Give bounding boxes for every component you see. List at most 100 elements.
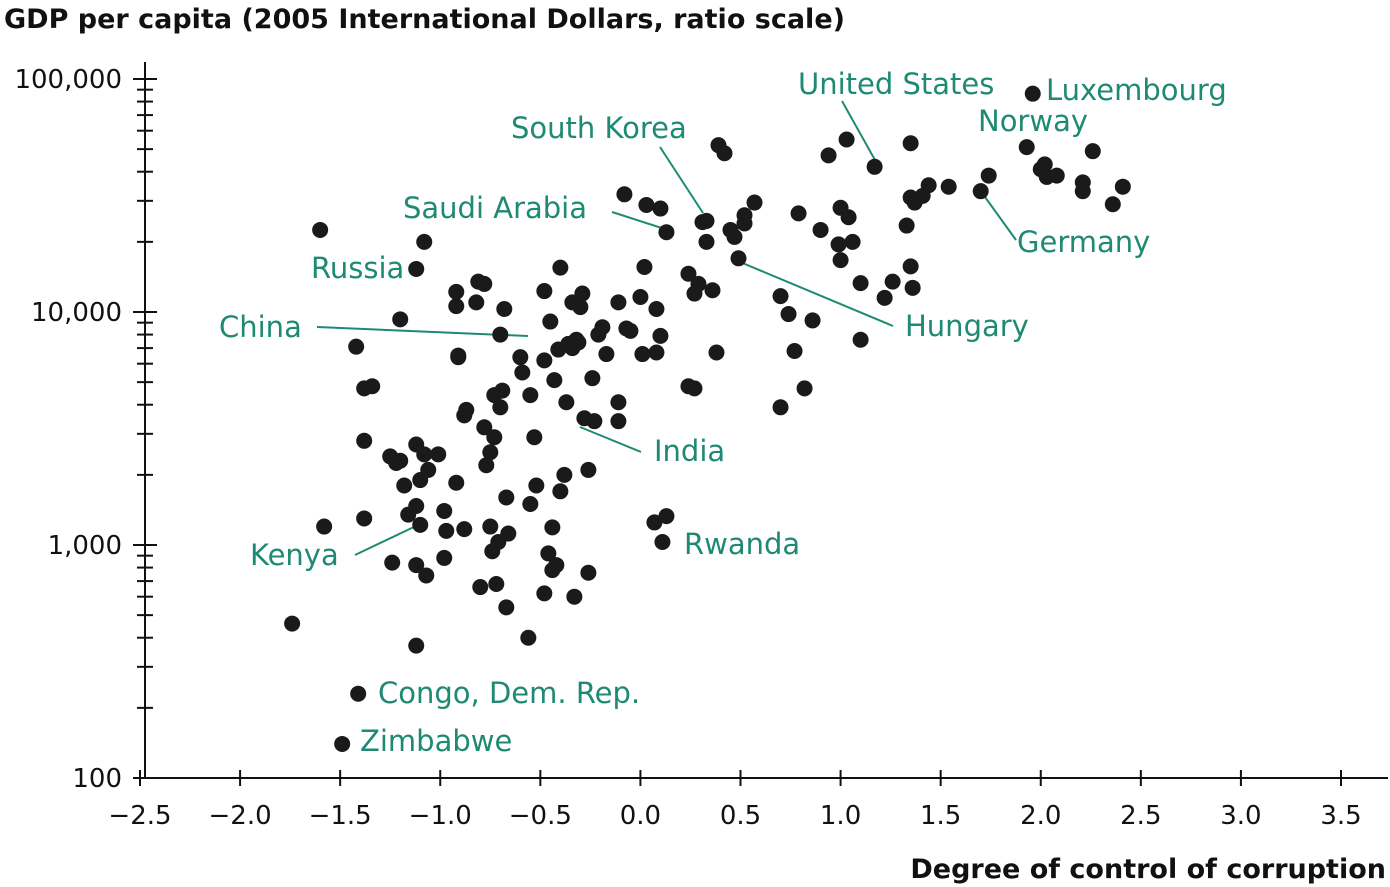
- data-point: [812, 221, 829, 238]
- data-point: [448, 283, 465, 300]
- data-point: [540, 545, 557, 562]
- x-tick-label: −2.0: [209, 801, 272, 831]
- data-point: [456, 521, 473, 538]
- x-tick-label: 2.0: [1020, 801, 1061, 831]
- data-point: [654, 534, 671, 551]
- data-point: [448, 474, 465, 491]
- data-point: [384, 554, 401, 571]
- x-tick-label: 0.0: [620, 801, 661, 831]
- data-point: [1036, 156, 1053, 173]
- data-point: [972, 183, 989, 200]
- data-point: [686, 380, 703, 397]
- data-point: [680, 265, 697, 282]
- annotation-label: China: [219, 310, 302, 344]
- data-point: [482, 518, 499, 535]
- data-point: [408, 637, 425, 654]
- data-point: [796, 380, 813, 397]
- data-point: [396, 477, 413, 494]
- data-point: [594, 319, 611, 336]
- data-point: [408, 260, 425, 277]
- data-point: [408, 557, 425, 574]
- data-point: [522, 387, 539, 404]
- annotation-label: Russia: [311, 251, 404, 285]
- data-point: [558, 394, 575, 411]
- x-tick-label: 3.0: [1220, 801, 1261, 831]
- data-point: [610, 394, 627, 411]
- data-point: [1114, 178, 1131, 195]
- x-tick-label: −1.0: [409, 801, 472, 831]
- data-point: [648, 344, 665, 361]
- data-point: [616, 186, 633, 203]
- x-tick-label: −0.5: [509, 801, 572, 831]
- data-point: [884, 273, 901, 290]
- data-point: [786, 343, 803, 360]
- y-ticks: 100 1,000 10,000 100,000: [14, 65, 157, 794]
- data-point: [638, 196, 655, 213]
- data-point: [840, 209, 857, 226]
- data-point: [772, 399, 789, 416]
- data-point: [610, 413, 627, 430]
- data-point: [730, 250, 747, 267]
- data-point: [458, 401, 475, 418]
- data-point: [832, 252, 849, 269]
- data-point: [526, 429, 543, 446]
- data-point: [334, 735, 351, 752]
- data-point: [412, 516, 429, 533]
- data-point: [1084, 143, 1101, 160]
- data-point: [430, 446, 447, 463]
- y-tick-label: 10,000: [31, 298, 122, 328]
- data-point: [476, 275, 493, 292]
- annotation-label: Zimbabwe: [360, 724, 512, 758]
- data-point: [522, 495, 539, 512]
- annotation-label: Congo, Dem. Rep.: [378, 676, 640, 710]
- data-point: [476, 419, 493, 436]
- data-point: [622, 322, 639, 339]
- data-point: [544, 519, 561, 536]
- data-point: [512, 349, 529, 366]
- data-point: [940, 178, 957, 195]
- x-tick-label: −1.5: [309, 801, 372, 831]
- data-point: [284, 615, 301, 632]
- data-point: [438, 522, 455, 539]
- data-point: [478, 457, 495, 474]
- data-point: [364, 378, 381, 395]
- data-point: [920, 177, 937, 194]
- data-point: [486, 429, 503, 446]
- annotation-leader-line: [739, 261, 894, 327]
- data-point: [496, 301, 513, 318]
- data-point: [552, 483, 569, 500]
- annotation-label: South Korea: [511, 111, 687, 145]
- data-point: [726, 228, 743, 245]
- data-point: [1024, 85, 1041, 102]
- x-tick-label: 1.5: [920, 801, 961, 831]
- data-point: [312, 221, 329, 238]
- data-point: [574, 285, 591, 302]
- data-point: [1018, 139, 1035, 156]
- data-point: [552, 259, 569, 276]
- data-point: [610, 294, 627, 311]
- data-point: [636, 259, 653, 276]
- data-point: [416, 446, 433, 463]
- data-point: [652, 327, 669, 344]
- x-tick-label: 3.5: [1320, 801, 1361, 831]
- annotation-leaders: [316, 100, 1017, 556]
- data-point: [658, 224, 675, 241]
- data-point: [844, 233, 861, 250]
- data-point: [586, 413, 603, 430]
- data-point: [804, 312, 821, 329]
- data-point: [418, 567, 435, 584]
- data-point: [500, 525, 517, 542]
- axes: [144, 62, 1388, 779]
- data-point: [536, 352, 553, 369]
- data-point: [316, 518, 333, 535]
- data-point: [580, 461, 597, 478]
- x-tick-label: −2.5: [108, 801, 171, 831]
- data-point: [556, 466, 573, 483]
- annotation-label: United States: [798, 67, 994, 101]
- data-point: [820, 147, 837, 164]
- x-tick-label: 0.5: [720, 801, 761, 831]
- annotation-leader-line: [611, 211, 669, 231]
- annotation-label: India: [654, 434, 725, 468]
- data-point: [690, 275, 707, 292]
